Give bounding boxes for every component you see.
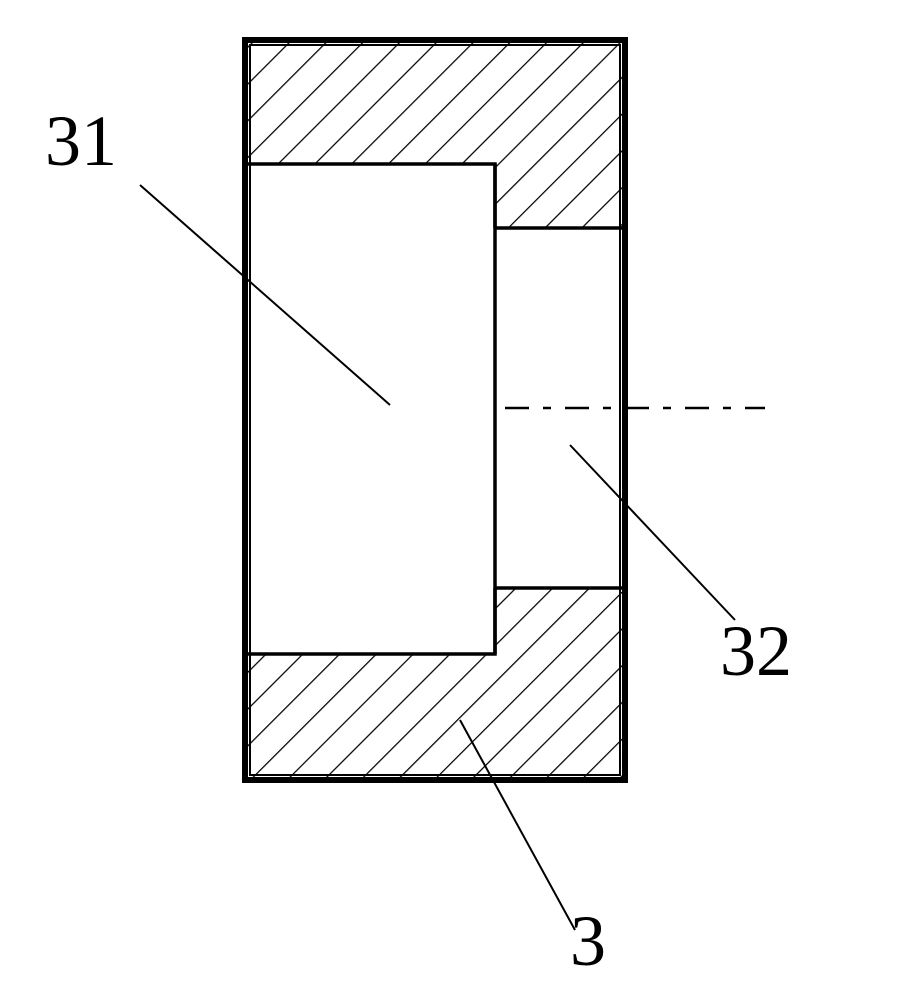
- section-body: [245, 40, 625, 780]
- diagram-svg: [0, 0, 900, 1000]
- label-32: 32: [720, 610, 792, 693]
- diagram-root: 31 32 3: [0, 0, 900, 1000]
- label-31: 31: [45, 100, 117, 183]
- label-3: 3: [570, 900, 606, 983]
